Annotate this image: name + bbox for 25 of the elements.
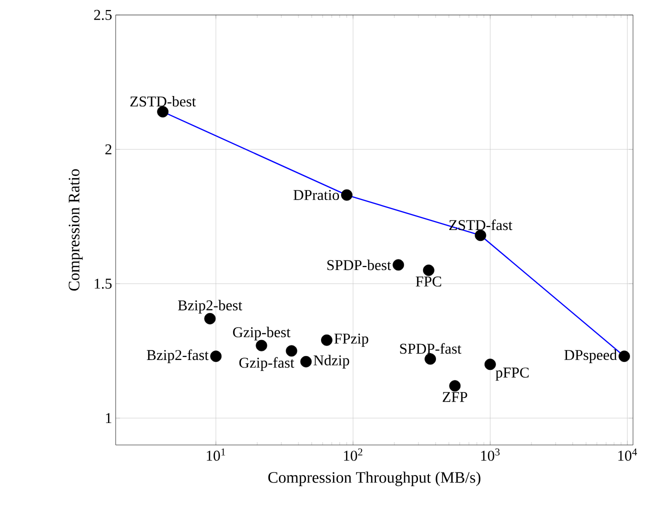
annotation: Bzip2-fast — [146, 349, 209, 364]
annotation: Ndzip — [314, 354, 350, 368]
annotation: DPratio — [294, 190, 340, 200]
x-tick-label: 10$^{1}$ — [206, 448, 226, 461]
y-tick-label: 2.5 — [94, 10, 112, 20]
annotation: ZSTD-best — [130, 96, 196, 107]
y-axis-title: Compression Ratio — [68, 169, 83, 291]
y-tick-label: 2 — [105, 144, 112, 154]
annotation: pFPC — [496, 368, 529, 381]
annotation: FPzip — [334, 334, 368, 347]
x-tick-label: 10$^{4}$ — [618, 448, 638, 461]
y-tick-label: 1.5 — [94, 278, 112, 289]
annotation: Bzip2-best — [178, 300, 242, 314]
annotation: ZSTD-fast — [449, 220, 512, 230]
x-axis-title: Compression Throughput (MB/s) — [268, 472, 480, 486]
x-tick-label: 10$^{3}$ — [481, 448, 500, 461]
x-tick-label: 10$^{2}$ — [344, 448, 362, 461]
annotation: Gzip-best — [233, 326, 290, 340]
annotation: SPDP-fast — [400, 343, 462, 354]
annotation: SPDP-best — [327, 260, 392, 270]
annotation: DPspeed — [564, 350, 617, 364]
annotation: ZFP — [442, 392, 468, 402]
y-tick-label: 1 — [106, 413, 112, 424]
annotation: FPC — [416, 276, 442, 287]
annotation: Gzip-fast — [239, 357, 294, 371]
